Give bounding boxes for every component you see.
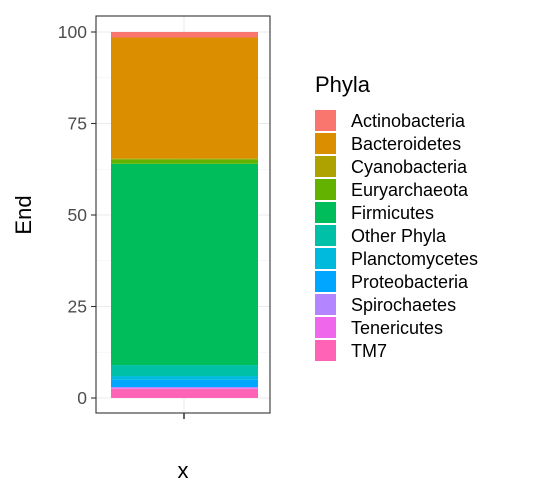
legend-key-bacteroidetes	[315, 133, 336, 154]
bar-segment-tm7	[111, 388, 258, 398]
legend-key-cyanobacteria	[315, 156, 336, 177]
legend-key-tenericutes	[315, 317, 336, 338]
bar-segment-firmicutes	[111, 163, 258, 366]
legend-label-cyanobacteria: Cyanobacteria	[351, 157, 468, 177]
legend-label-proteobacteria: Proteobacteria	[351, 272, 469, 292]
legend-label-tm7: TM7	[351, 341, 387, 361]
bar-segment-tenericutes	[111, 388, 258, 389]
legend-label-other-phyla: Other Phyla	[351, 226, 447, 246]
y-axis-label: End	[11, 195, 36, 234]
legend-label-spirochaetes: Spirochaetes	[351, 295, 456, 315]
legend-label-tenericutes: Tenericutes	[351, 318, 443, 338]
bar-segment-cyanobacteria	[111, 158, 258, 160]
legend-key-tm7	[315, 340, 336, 361]
legend-title: Phyla	[315, 72, 371, 97]
y-tick-label: 100	[58, 22, 87, 42]
legend-key-actinobacteria	[315, 110, 336, 131]
legend-key-spirochaetes	[315, 294, 336, 315]
bar-segment-bacteroidetes	[111, 37, 258, 159]
y-tick-label: 75	[68, 114, 87, 134]
legend-label-actinobacteria: Actinobacteria	[351, 111, 466, 131]
y-tick-label: 50	[68, 205, 88, 225]
legend-key-firmicutes	[315, 202, 336, 223]
legend-key-planctomycetes	[315, 248, 336, 269]
x-axis-label: x	[178, 458, 189, 483]
y-tick-label: 0	[77, 388, 87, 408]
y-tick-label: 25	[68, 297, 87, 317]
y-axis: 0 25 50 75 100	[58, 22, 96, 408]
legend-label-euryarchaeota: Euryarchaeota	[351, 180, 469, 200]
legend-label-bacteroidetes: Bacteroidetes	[351, 134, 461, 154]
legend-label-planctomycetes: Planctomycetes	[351, 249, 478, 269]
legend-key-proteobacteria	[315, 271, 336, 292]
legend-key-euryarchaeota	[315, 179, 336, 200]
bar-segment-planctomycetes	[111, 376, 258, 380]
bar-segment-euryarchaeota	[111, 159, 258, 164]
legend-key-other-phyla	[315, 225, 336, 246]
bar-segment-actinobacteria	[111, 32, 258, 38]
bar-segment-spirochaetes	[111, 387, 258, 389]
legend: Phyla Actinobacteria Bacteroidetes Cyanoba…	[315, 72, 478, 361]
bar-segment-other-phyla	[111, 365, 258, 377]
legend-label-firmicutes: Firmicutes	[351, 203, 434, 223]
bar-segment-proteobacteria	[111, 379, 258, 388]
bar-stack	[111, 32, 258, 398]
